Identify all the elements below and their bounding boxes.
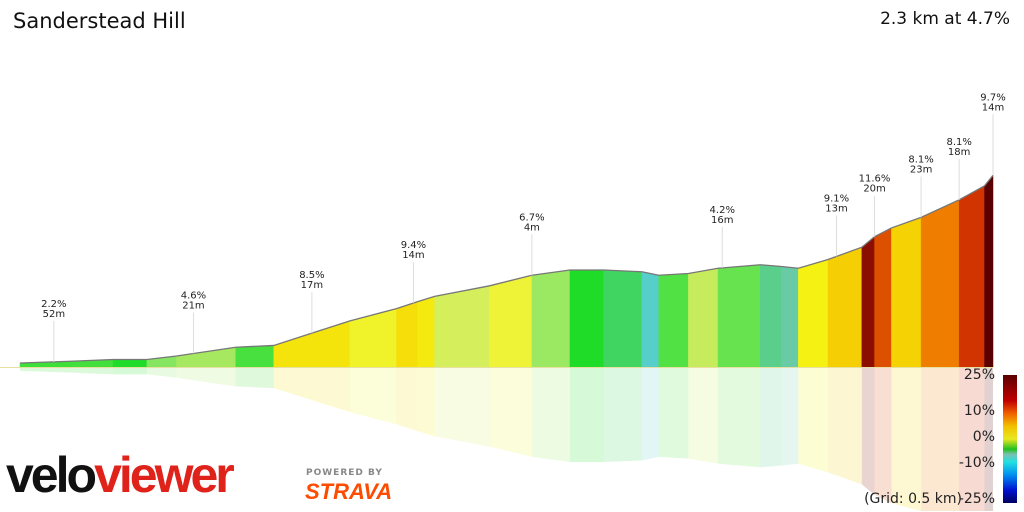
annotation-grade: 4.6% xyxy=(181,290,206,301)
profile-reflection-segment xyxy=(349,367,397,425)
profile-reflection-segment xyxy=(531,367,570,463)
annotation-grade: 11.6% xyxy=(859,174,891,185)
annotation-grade: 2.2% xyxy=(41,299,66,310)
profile-reflection-segment xyxy=(984,367,993,511)
climb-summary: 2.3 km at 4.7% xyxy=(880,9,1010,29)
annotation-length: 20m xyxy=(863,184,885,195)
legend-label-25: 25% xyxy=(963,367,995,383)
profile-reflection-segment xyxy=(891,367,922,511)
profile-reflection-segment xyxy=(113,367,147,375)
gradient-color-legend xyxy=(1003,375,1017,503)
annotation-length: 14m xyxy=(982,102,1004,113)
profile-segment xyxy=(874,227,892,368)
profile-segment xyxy=(958,185,985,368)
veloviewer-logo[interactable]: veloviewer xyxy=(6,447,235,503)
profile-reflection-segment xyxy=(874,367,892,504)
powered-by-label: POWERED BY xyxy=(306,468,383,478)
profile-segment xyxy=(861,236,875,368)
profile-segment xyxy=(396,301,418,368)
annotation-length: 18m xyxy=(948,147,970,158)
legend-label-minus25: -25% xyxy=(958,491,995,507)
profile-reflection-segment xyxy=(921,367,960,511)
legend-label-minus10: -10% xyxy=(958,455,995,471)
profile-segment xyxy=(569,269,605,368)
profile-segment xyxy=(781,266,799,368)
profile-reflection-segment xyxy=(417,367,435,437)
annotation-length: 52m xyxy=(43,309,65,320)
annotation-grade: 8.1% xyxy=(908,154,933,165)
annotation-length: 17m xyxy=(301,280,323,291)
profile-segment xyxy=(891,217,922,368)
annotation-grade: 6.7% xyxy=(519,212,544,223)
annotation-length: 13m xyxy=(825,203,847,214)
profile-segment xyxy=(603,269,643,368)
annotation-length: 4m xyxy=(524,222,540,233)
profile-reflection-segment xyxy=(434,367,490,447)
profile-segment xyxy=(531,269,571,368)
profile-segment xyxy=(658,273,689,368)
profile-reflection-segment xyxy=(396,367,418,432)
profile-segment xyxy=(798,259,829,368)
profile-segment xyxy=(235,345,275,368)
profile-segment xyxy=(417,295,435,368)
profile-reflection-segment xyxy=(641,367,659,461)
profile-reflection-segment xyxy=(273,367,312,401)
annotation-grade: 8.5% xyxy=(299,270,324,281)
profile-reflection-segment xyxy=(760,367,782,468)
profile-segment xyxy=(760,264,782,368)
profile-reflection-segment xyxy=(658,367,689,459)
annotation-length: 14m xyxy=(402,250,424,261)
profile-segment xyxy=(273,332,313,368)
profile-segment xyxy=(920,199,960,368)
profile-segment xyxy=(311,320,351,368)
annotation-grade: 9.7% xyxy=(980,92,1005,103)
annotation-grade: 9.1% xyxy=(824,193,849,204)
logo-velo: velo xyxy=(6,447,97,503)
profile-reflection-segment xyxy=(781,367,799,466)
annotation-length: 16m xyxy=(711,215,733,226)
profile-segment xyxy=(984,174,994,368)
profile-segment xyxy=(112,359,148,368)
profile-reflection-segment xyxy=(176,367,236,387)
profile-segment xyxy=(176,346,237,368)
profile-segment xyxy=(827,246,863,368)
profile-reflection-segment xyxy=(489,367,532,457)
page-title: Sanderstead Hill xyxy=(13,9,186,33)
profile-reflection-segment xyxy=(70,367,114,375)
profile-reflection-segment xyxy=(959,367,985,511)
profile-reflection-segment xyxy=(20,367,71,373)
annotation-grade: 9.4% xyxy=(401,240,426,251)
profile-segment xyxy=(688,267,719,368)
legend-label-10: 10% xyxy=(963,403,995,419)
profile-reflection-segment xyxy=(235,367,274,389)
annotation-length: 23m xyxy=(910,164,932,175)
strava-logo[interactable]: STRAVA xyxy=(305,479,393,504)
profile-reflection-segment xyxy=(569,367,604,463)
annotation-length: 21m xyxy=(182,300,204,311)
profile-segment xyxy=(349,308,397,368)
profile-reflection-segment xyxy=(146,367,177,378)
annotation-grade: 8.1% xyxy=(946,137,971,148)
profile-segment xyxy=(641,271,660,368)
profile-reflection-segment xyxy=(603,367,642,463)
profile-reflection-segment xyxy=(861,367,875,495)
profile-reflection-segment xyxy=(311,367,350,413)
profile-reflection-segment xyxy=(798,367,829,473)
logo-viewer: viewer xyxy=(94,447,235,503)
profile-reflection-segment xyxy=(828,367,862,485)
annotation-grade: 4.2% xyxy=(710,205,735,216)
profile-reflection-segment xyxy=(718,367,761,468)
grid-note: (Grid: 0.5 km) xyxy=(864,491,962,507)
legend-label-0: 0% xyxy=(972,429,995,445)
profile-segment xyxy=(434,285,490,368)
profile-segment xyxy=(489,274,533,368)
profile-segment xyxy=(717,264,761,368)
profile-reflection-segment xyxy=(688,367,719,464)
